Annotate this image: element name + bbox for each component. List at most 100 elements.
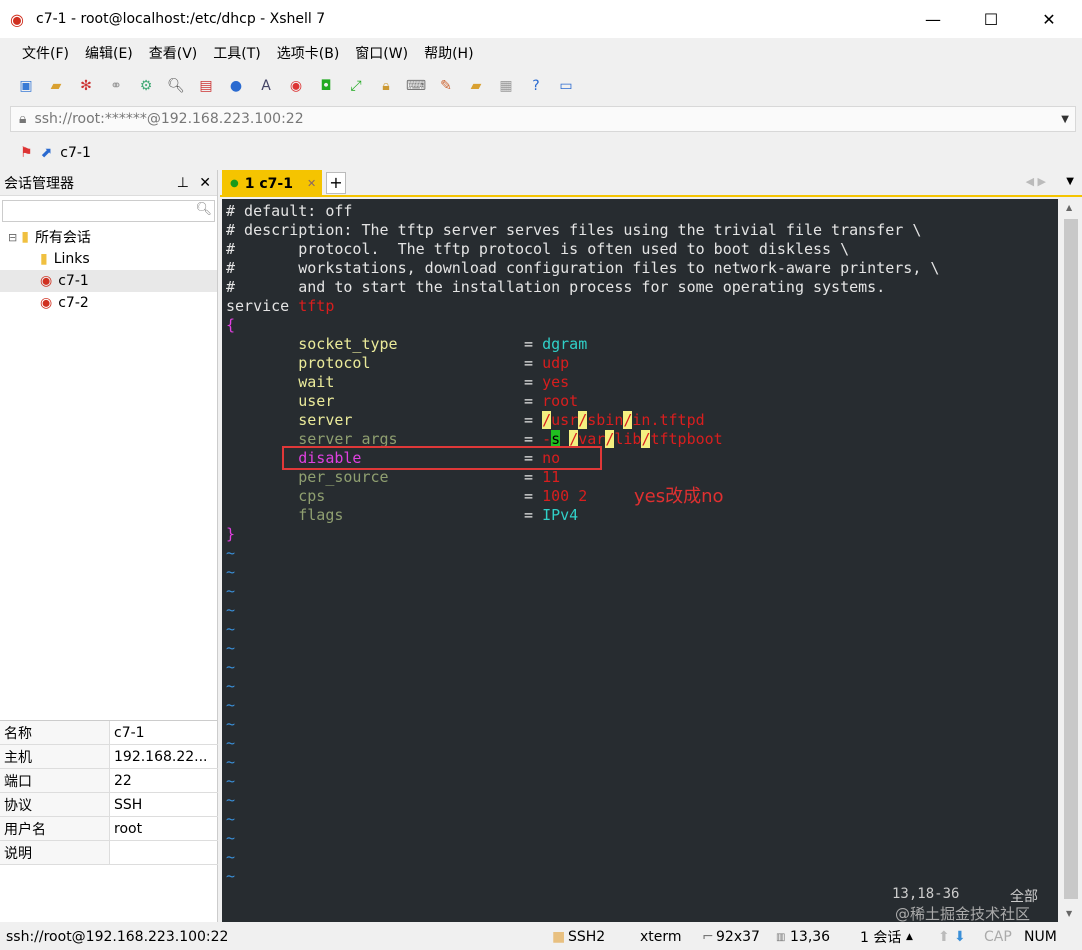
connected-dot-icon: ● (230, 178, 239, 189)
open-folder-icon[interactable]: ▰ (50, 78, 62, 94)
session-bar: ⚑ ⬈ c7-1 (0, 140, 1082, 166)
terminal-line: # default: off (226, 202, 1058, 221)
session-manager-title: 会话管理器 (4, 175, 74, 192)
minimize-button[interactable]: — (925, 9, 941, 29)
terminal-line: } (226, 525, 1058, 544)
terminal-text: ~ (226, 753, 236, 771)
terminal-line: disable = no (226, 449, 1058, 468)
terminal-text: ~ (226, 582, 236, 600)
terminal-line: ~ (226, 563, 1058, 582)
terminal-text: / (569, 430, 579, 448)
session-shortcut-icon[interactable]: ⬈ (40, 145, 53, 161)
tab-menu-icon[interactable]: ▼ (1066, 176, 1074, 187)
terminal-text: 100 2 (542, 487, 588, 505)
terminal-text: lib (614, 430, 642, 448)
close-button[interactable]: ✕ (1042, 9, 1056, 29)
status-terminal: xterm (640, 929, 682, 945)
collapse-icon[interactable]: ⊟ (8, 230, 18, 244)
scroll-up-icon[interactable]: ▲ (1066, 203, 1073, 212)
properties-icon[interactable]: ⚙ (139, 78, 153, 94)
disconnect-icon[interactable]: ⚭ (110, 78, 122, 94)
script-icon[interactable]: ✎ (440, 78, 452, 94)
tab-close-icon[interactable]: ✕ (306, 177, 317, 190)
help-icon[interactable]: ? (532, 78, 540, 94)
terminal-text: wait (226, 373, 335, 391)
globe-icon[interactable]: ● (229, 78, 243, 94)
tree-item[interactable]: ◉ c7-1 (0, 270, 217, 292)
tree-item-label: c7-2 (58, 295, 89, 311)
lock-icon: ■ (552, 929, 566, 945)
terminal-text: / (641, 430, 651, 448)
terminal-line: cps = 100 2 (226, 487, 1058, 506)
tree-item[interactable]: ⊟ ▮ 所有会话 (0, 226, 217, 248)
lock-icon[interactable]: 🔒︎ (382, 78, 390, 94)
terminal-scrollbar[interactable]: ▲ ▼ (1060, 199, 1082, 922)
folder-icon: ▮ (21, 229, 29, 245)
find-icon[interactable]: 🔍︎ (167, 78, 185, 94)
menu-bar: 文件(F) 编辑(E) 查看(V) 工具(T) 选项卡(B) 窗口(W) 帮助(H) (0, 38, 1082, 68)
menu-item[interactable]: 帮助(H) (424, 46, 474, 62)
session-search-input[interactable]: 🔍︎ (2, 200, 215, 222)
scroll-down-icon[interactable]: ▼ (1066, 909, 1073, 918)
session-tree: ⊟ ▮ 所有会话 ▮ Links ◉ c7-1 ◉ c7-2 (0, 226, 217, 314)
status-sessions[interactable]: 1 会话 (860, 930, 902, 946)
add-tab-button[interactable]: + (326, 172, 346, 194)
new-session-icon[interactable]: ▣ (19, 78, 33, 94)
window-title: c7-1 - root@localhost:/etc/dhcp - Xshell… (36, 11, 326, 27)
terminal-line: ~ (226, 639, 1058, 658)
maximize-button[interactable]: ☐ (983, 9, 999, 29)
chat-icon[interactable]: ▭ (559, 78, 573, 94)
fullscreen-icon[interactable]: ⤢ (350, 78, 362, 94)
title-bar: ◉ c7-1 - root@localhost:/etc/dhcp - Xshe… (0, 0, 1082, 38)
terminal-text: = (361, 449, 543, 467)
menu-item[interactable]: 编辑(E) (84, 46, 133, 62)
scrollbar-thumb[interactable] (1064, 219, 1078, 899)
address-bar[interactable]: 🔒︎ ssh://root:******@192.168.223.100:22 … (10, 106, 1076, 132)
property-key: 说明 (0, 841, 110, 864)
next-arrow-icon[interactable]: ⬇ (954, 929, 966, 945)
search-icon: 🔍︎ (195, 202, 212, 217)
xshell-icon[interactable]: ◉ (289, 78, 303, 94)
close-icon[interactable]: ✕ (199, 174, 211, 191)
lock-icon: 🔒︎ (19, 111, 27, 127)
terminal-text: no (542, 449, 561, 467)
bookmark-icon[interactable]: ⚑ (20, 145, 33, 161)
pin-icon[interactable]: ⊥ (176, 174, 189, 191)
terminal-text: in.tftpd (632, 411, 705, 429)
connect-icon[interactable]: ✻ (80, 78, 92, 94)
menu-item[interactable]: 文件(F) (22, 46, 69, 62)
terminal-line: socket_type = dgram (226, 335, 1058, 354)
terminal-text: 11 (542, 468, 561, 486)
add-folder-icon[interactable]: ▰ (470, 78, 482, 94)
menu-item[interactable]: 窗口(W) (355, 46, 409, 62)
terminal[interactable]: # default: off # description: The tftp se… (222, 199, 1058, 922)
transfer-icon[interactable]: ▤ (199, 78, 213, 94)
terminal-text: tftp (298, 297, 335, 315)
property-key: 名称 (0, 721, 110, 744)
status-connection: ssh://root@192.168.223.100:22 (6, 929, 229, 945)
sessions-up-icon[interactable]: ▲ (906, 932, 913, 942)
xftp-icon[interactable]: ◘ (320, 78, 332, 94)
prev-arrow-icon[interactable]: ⬆ (938, 929, 950, 945)
menu-item[interactable]: 查看(V) (148, 46, 198, 62)
property-value: c7-1 (114, 724, 145, 741)
terminal-line: flags = IPv4 (226, 506, 1058, 525)
keyboard-icon[interactable]: ⌨ (405, 78, 427, 94)
status-bar: ssh://root@192.168.223.100:22 ■ SSH2 xte… (0, 924, 1082, 950)
tab-c7-1[interactable]: ● 1 c7-1 ✕ (222, 170, 322, 197)
menu-item[interactable]: 工具(T) (213, 46, 261, 62)
annotation-text: yes改成no (634, 486, 724, 507)
menu-item[interactable]: 选项卡(B) (276, 46, 340, 62)
terminal-text: ~ (226, 791, 236, 809)
property-key: 协议 (0, 793, 110, 816)
property-key: 用户名 (0, 817, 110, 840)
tree-item[interactable]: ▮ Links (0, 248, 217, 270)
terminal-text: = (343, 506, 543, 524)
session-shortcut[interactable]: c7-1 (60, 145, 91, 161)
font-icon[interactable]: A (261, 78, 271, 94)
tree-item[interactable]: ◉ c7-2 (0, 292, 217, 314)
layout-icon[interactable]: ▦ (499, 78, 513, 94)
terminal-text: disable (226, 449, 362, 467)
tab-nav-icon[interactable]: ◀ ▶ (1025, 175, 1046, 188)
chevron-down-icon[interactable]: ▼ (1061, 113, 1069, 125)
